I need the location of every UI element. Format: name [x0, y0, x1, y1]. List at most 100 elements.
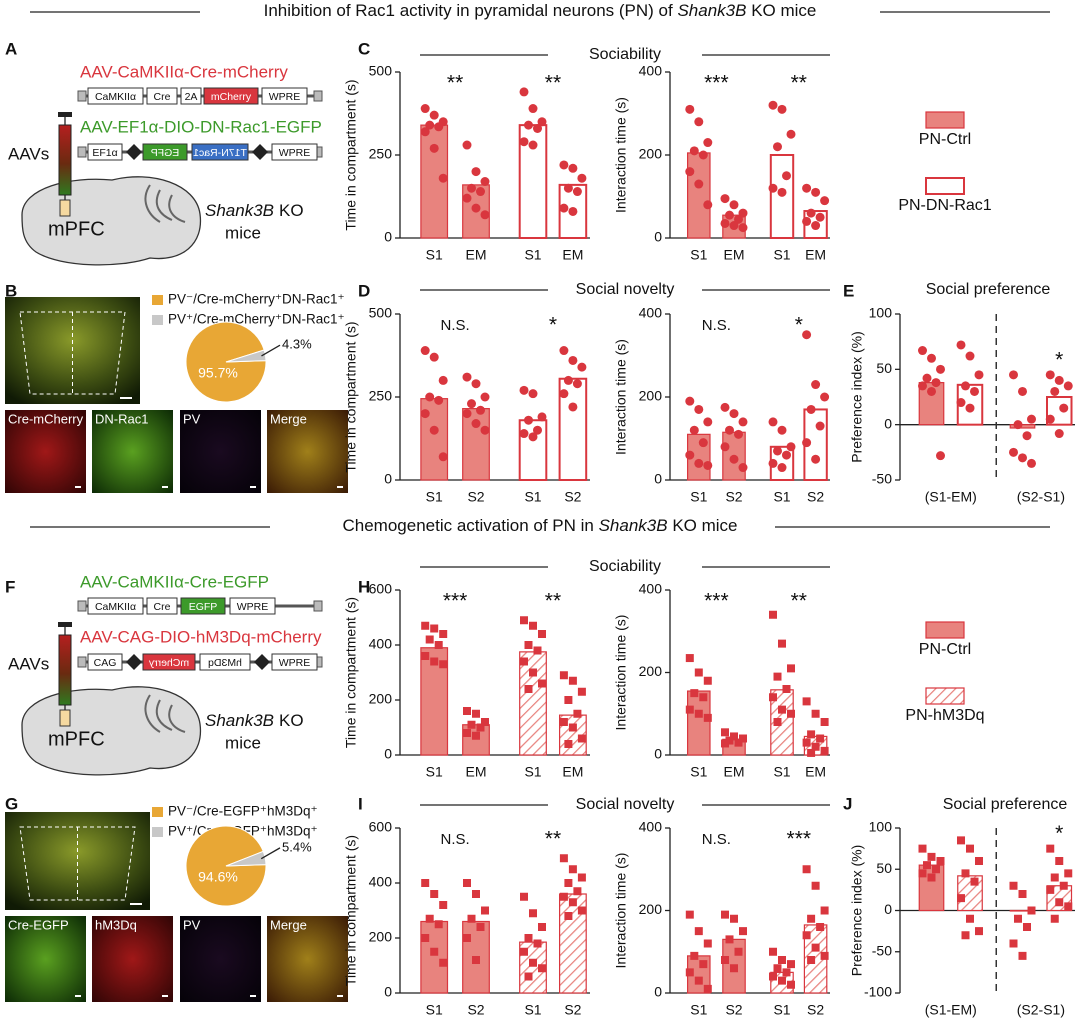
data-point [811, 221, 821, 231]
data-point [787, 980, 795, 989]
data-point [559, 854, 568, 863]
data-point [559, 671, 568, 680]
y-axis-label: Time in compartment (s) [343, 835, 359, 986]
panel-label: I [358, 794, 363, 813]
y-axis-label: Interaction time (s) [613, 339, 629, 455]
data-point [481, 718, 489, 726]
pie-slice [225, 349, 267, 363]
data-point [738, 208, 748, 218]
data-point [471, 203, 481, 213]
data-point [970, 877, 979, 886]
y-tick-label: 0 [654, 229, 662, 245]
micrograph-label: hM3Dq [95, 917, 137, 932]
data-point [721, 956, 729, 964]
data-point [463, 729, 471, 737]
y-axis-label: Time in compartment (s) [343, 321, 359, 472]
data-point [573, 887, 582, 896]
data-point [467, 399, 476, 409]
syringe-cap [58, 622, 72, 627]
x-tick-label: S2 [807, 489, 824, 505]
data-point [725, 736, 734, 745]
data-point [703, 939, 712, 948]
data-point [559, 718, 568, 726]
data-point [773, 446, 782, 456]
data-point [430, 624, 439, 633]
x-tick-label: S1 [524, 489, 541, 505]
data-point [476, 723, 485, 732]
data-point [811, 943, 820, 952]
header-part: Shank3B [677, 1, 746, 20]
data-point [568, 865, 577, 874]
data-point [918, 381, 927, 391]
data-point [1045, 370, 1055, 380]
y-tick-label: 600 [369, 581, 393, 597]
data-point [806, 404, 816, 414]
data-point [524, 120, 533, 130]
data-point [685, 167, 695, 177]
data-point [786, 129, 796, 139]
x-tick-label: S1 [426, 247, 443, 263]
bar [770, 689, 794, 756]
data-point [462, 372, 472, 382]
region-outline [19, 826, 136, 901]
data-point [472, 709, 480, 718]
data-point [438, 173, 448, 183]
data-point [703, 417, 713, 427]
data-point [787, 709, 795, 718]
legend-swatch [925, 111, 965, 129]
vector-name: AAV-EF1α-DIO-DN-Rac1-EGFP [80, 117, 322, 136]
y-tick-label: 400 [369, 874, 393, 890]
data-point [811, 881, 820, 890]
bar [558, 377, 588, 481]
data-point [721, 910, 729, 919]
data-point [519, 385, 529, 395]
vector-end [77, 656, 87, 668]
significance-label: *** [704, 590, 729, 613]
data-point [738, 463, 748, 473]
x-tick-label: (S1-EM) [925, 489, 977, 505]
y-tick-label: 500 [369, 305, 393, 321]
x-tick-label: (S2-S1) [1017, 1002, 1065, 1018]
loxp-site [252, 144, 260, 160]
vector-end [313, 90, 323, 102]
significance-label: N.S. [441, 831, 470, 848]
data-point [690, 689, 699, 698]
data-point [734, 429, 743, 439]
loxp-site [260, 144, 268, 160]
data-point [777, 463, 787, 473]
legend-swatch [925, 687, 965, 705]
data-point [739, 734, 747, 743]
data-point [721, 739, 729, 748]
micrograph-tile [267, 410, 348, 493]
data-point [538, 923, 546, 931]
y-tick-label: 250 [369, 388, 393, 404]
data-point [1050, 873, 1059, 882]
data-point [773, 718, 782, 726]
data-point [568, 355, 578, 365]
data-point [782, 450, 791, 460]
section-title: Social preference [926, 281, 1051, 298]
data-point [429, 143, 439, 153]
y-tick-label: 0 [384, 471, 392, 487]
x-tick-label: S1 [524, 247, 541, 263]
y-tick-label: 400 [639, 305, 663, 321]
legend-swatch [152, 827, 163, 837]
y-tick-label: 0 [884, 415, 892, 431]
data-point [802, 931, 811, 940]
y-tick-label: -50 [872, 471, 892, 487]
data-point [730, 732, 738, 741]
data-point [802, 738, 811, 747]
mouse-line: Shank3B KO [205, 201, 304, 220]
micrograph-label: Merge [270, 917, 307, 932]
data-point [721, 728, 729, 737]
data-point [816, 734, 825, 743]
data-point [769, 972, 777, 981]
data-point [956, 398, 966, 408]
x-tick-label: S1 [773, 1002, 790, 1018]
data-point [820, 718, 829, 726]
data-point [807, 748, 816, 757]
mouse-word: mice [225, 223, 261, 242]
data-point [802, 216, 812, 226]
data-point [966, 844, 974, 853]
data-point [720, 218, 730, 228]
